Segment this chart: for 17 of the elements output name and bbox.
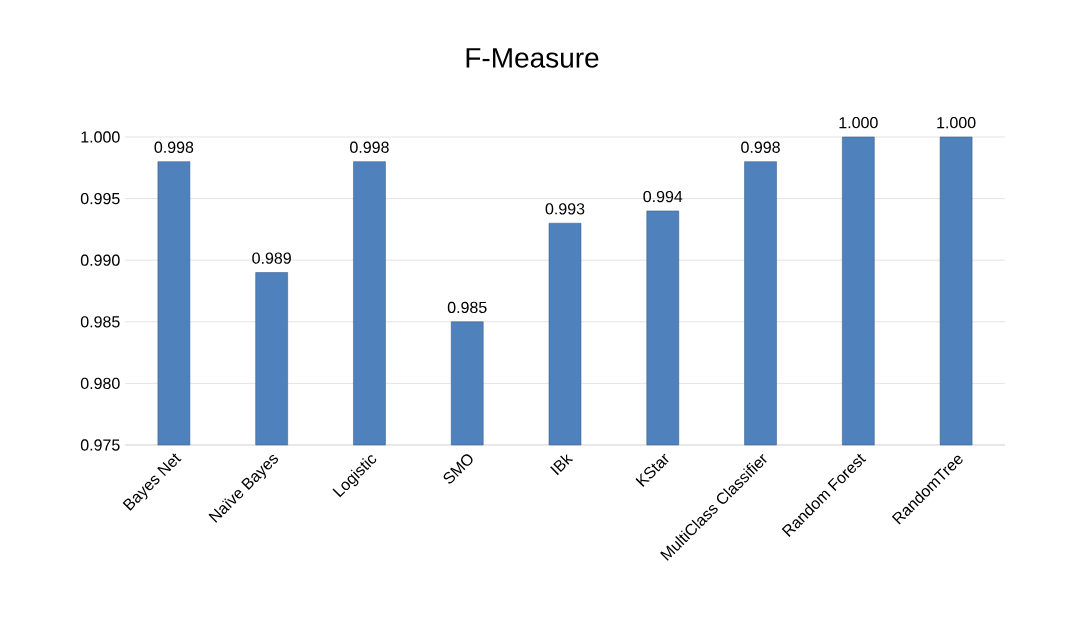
- data-label: 0.989: [252, 252, 291, 264]
- y-tick-label: 0.975: [80, 439, 120, 451]
- chart-title: F-Measure: [466, 48, 599, 68]
- y-tick-label: 0.980: [80, 377, 120, 390]
- data-label: 0.998: [741, 141, 780, 153]
- x-tick-label: IBk: [550, 453, 574, 476]
- data-label: 0.985: [447, 301, 487, 314]
- data-label: 0.994: [643, 190, 683, 203]
- y-tick-label: 0.985: [80, 316, 120, 328]
- data-label: 0.993: [545, 203, 585, 215]
- y-tick-label: 1.000: [81, 131, 120, 143]
- y-tick-label: 0.990: [80, 254, 120, 266]
- data-label: 1.000: [937, 116, 976, 129]
- data-label: 0.998: [154, 141, 194, 153]
- data-label: 0.998: [350, 141, 389, 153]
- data-label: 1.000: [839, 116, 878, 129]
- y-tick-label: 0.995: [80, 192, 120, 205]
